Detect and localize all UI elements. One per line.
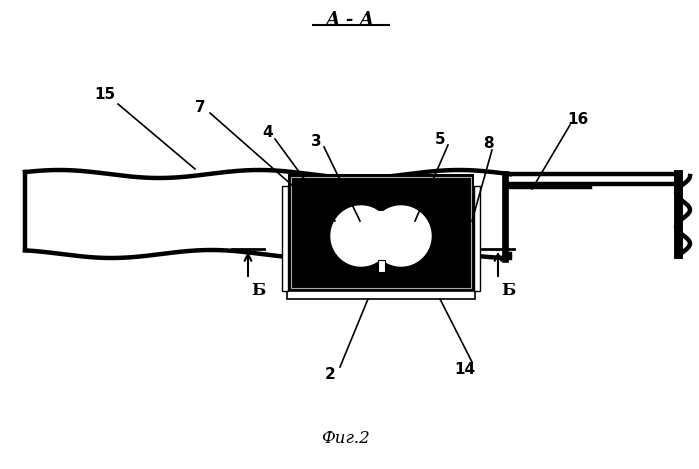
Text: 4: 4 bbox=[263, 124, 273, 139]
Polygon shape bbox=[371, 206, 431, 266]
Text: 3: 3 bbox=[310, 134, 322, 149]
Bar bbox=[287, 291, 475, 299]
Polygon shape bbox=[331, 206, 391, 266]
Text: Фиг.2: Фиг.2 bbox=[321, 430, 369, 447]
Text: Б: Б bbox=[251, 282, 265, 299]
Bar bbox=[282, 186, 288, 291]
Text: 15: 15 bbox=[94, 86, 115, 101]
Text: 2: 2 bbox=[324, 366, 336, 381]
Text: 14: 14 bbox=[454, 362, 475, 377]
Text: А - А: А - А bbox=[325, 11, 375, 29]
Bar bbox=[377, 260, 384, 272]
Text: 8: 8 bbox=[483, 136, 493, 151]
Text: 16: 16 bbox=[568, 112, 589, 127]
Bar bbox=[474, 186, 480, 291]
Text: Б: Б bbox=[501, 282, 515, 299]
Text: 5: 5 bbox=[435, 131, 445, 146]
Bar bbox=[291, 177, 471, 288]
Bar bbox=[288, 174, 474, 291]
Text: 7: 7 bbox=[195, 99, 206, 114]
Bar bbox=[361, 211, 401, 261]
